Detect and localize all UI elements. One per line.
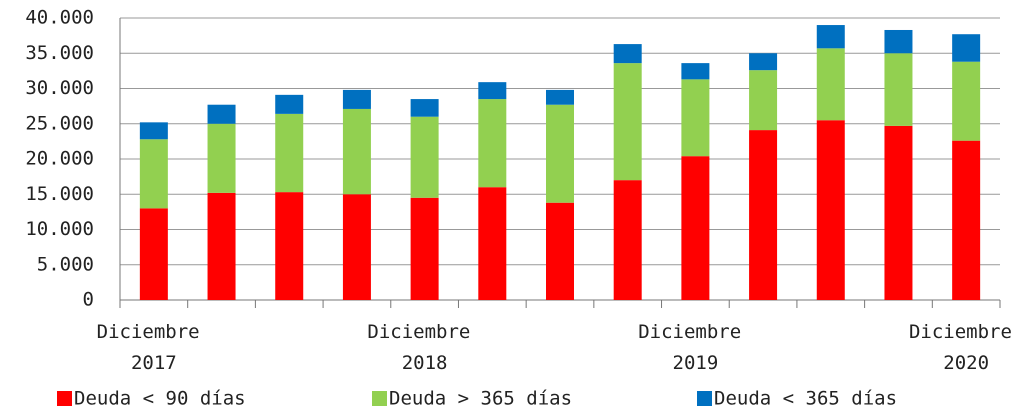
x-tick-label: Diciembre 2020 bbox=[909, 321, 1023, 374]
bar-segment bbox=[884, 53, 913, 126]
bar-segment bbox=[410, 116, 439, 198]
bar-segment bbox=[816, 25, 845, 49]
bar-segment bbox=[546, 89, 574, 105]
bar-segment bbox=[275, 94, 304, 114]
legend-swatch bbox=[57, 391, 72, 406]
bar-segment bbox=[816, 48, 845, 121]
bar-segment bbox=[749, 70, 778, 131]
bar-segment bbox=[613, 44, 642, 64]
y-tick-label: 25.000 bbox=[25, 112, 94, 134]
bar-segment bbox=[410, 197, 439, 300]
bar-segment bbox=[884, 125, 913, 301]
bar-segment bbox=[546, 104, 574, 203]
bar-segment bbox=[275, 113, 304, 193]
bar-segment bbox=[681, 63, 710, 80]
legend-label: Deuda > 365 días bbox=[389, 388, 572, 410]
y-tick-label: 10.000 bbox=[25, 218, 94, 240]
bar-segment bbox=[613, 63, 642, 181]
bar-segment bbox=[749, 53, 778, 71]
bar-segment bbox=[478, 82, 507, 100]
bar-segment bbox=[139, 122, 168, 140]
legend-swatch bbox=[372, 391, 387, 406]
bar-segment bbox=[546, 202, 574, 300]
bar-segment bbox=[139, 208, 168, 300]
y-tick-label: 0 bbox=[83, 289, 94, 311]
x-tick-label: Diciembre 2018 bbox=[367, 321, 481, 374]
bar-segment bbox=[952, 61, 981, 141]
bar-segment bbox=[207, 104, 236, 124]
bar-segment bbox=[681, 156, 710, 300]
bar-segment bbox=[952, 34, 981, 62]
bar-segment bbox=[478, 99, 507, 188]
x-tick-label: Diciembre 2019 bbox=[638, 321, 752, 374]
bar-segment bbox=[478, 187, 507, 300]
bar-segment bbox=[410, 99, 439, 117]
y-tick-label: 35.000 bbox=[25, 42, 94, 64]
bar-segment bbox=[342, 89, 371, 109]
bar-segment bbox=[342, 108, 371, 195]
bar-segment bbox=[207, 123, 236, 193]
bar-segment bbox=[952, 140, 981, 300]
y-tick-label: 20.000 bbox=[25, 148, 94, 170]
y-tick-label: 40.000 bbox=[25, 7, 94, 29]
bar-segment bbox=[681, 79, 710, 157]
y-tick-label: 15.000 bbox=[25, 183, 94, 205]
y-tick-label: 5.000 bbox=[37, 253, 94, 275]
legend-label: Deuda < 90 días bbox=[74, 388, 246, 410]
x-tick-label: Diciembre 2017 bbox=[97, 321, 211, 374]
legend-swatch bbox=[697, 391, 712, 406]
bar-segment bbox=[884, 29, 913, 54]
bar-segment bbox=[613, 180, 642, 300]
bar-segment bbox=[275, 192, 304, 300]
bar-segment bbox=[749, 130, 778, 300]
bar-segment bbox=[816, 120, 845, 300]
bar-segment bbox=[342, 194, 371, 300]
y-tick-label: 30.000 bbox=[25, 77, 94, 99]
legend-label: Deuda < 365 días bbox=[714, 388, 897, 410]
bar-segment bbox=[139, 139, 168, 209]
bar-segment bbox=[207, 192, 236, 300]
